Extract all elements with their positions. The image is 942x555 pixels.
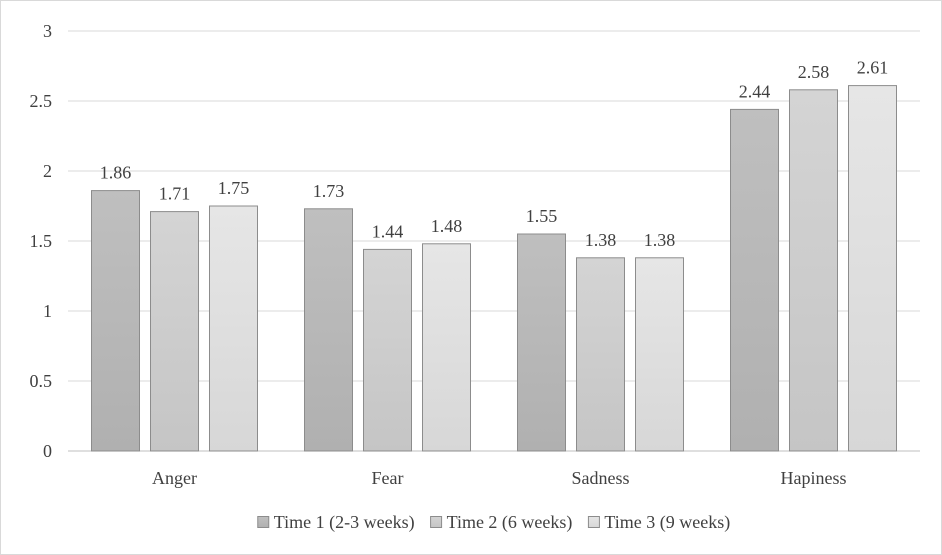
data-label: 1.55 xyxy=(526,206,558,226)
data-label: 2.44 xyxy=(739,81,771,101)
y-tick-label: 1 xyxy=(43,301,52,321)
y-tick-label: 2.5 xyxy=(30,91,53,111)
y-tick-label: 0 xyxy=(43,441,52,461)
x-tick-label: Fear xyxy=(372,468,404,488)
legend-swatch xyxy=(430,516,443,528)
bar-sadness-series-3 xyxy=(635,257,684,452)
y-tick-label: 2 xyxy=(43,161,52,181)
data-label: 1.86 xyxy=(100,163,132,183)
bar-anger-series-1 xyxy=(91,190,140,452)
bar-fear-series-2 xyxy=(363,248,412,452)
bar-anger-series-3 xyxy=(209,205,258,452)
bar-sadness-series-2 xyxy=(576,257,625,452)
legend-label: Time 2 (6 weeks) xyxy=(447,512,573,533)
bar-hapiness-series-3 xyxy=(848,85,897,452)
bar-fear-series-1 xyxy=(304,208,353,452)
bar-fear-series-3 xyxy=(422,243,471,452)
bar-anger-series-2 xyxy=(150,211,199,452)
data-label: 2.58 xyxy=(798,62,830,82)
data-label: 1.73 xyxy=(313,181,345,201)
bar-sadness-series-1 xyxy=(517,233,566,452)
data-label: 1.38 xyxy=(585,230,617,250)
data-label: 1.71 xyxy=(159,184,191,204)
legend-label: Time 3 (9 weeks) xyxy=(604,512,730,533)
data-label: 2.61 xyxy=(857,58,889,78)
data-labels: 1.86 1.71 1.75 1.73 1.44 1.48 1.55 1.38 1.38 2.44… xyxy=(100,58,889,250)
data-label: 1.38 xyxy=(644,230,676,250)
bar-hapiness-series-2 xyxy=(789,89,838,452)
legend: Time 1 (2-3 weeks) Time 2 (6 weeks) Time 3… xyxy=(257,512,730,533)
y-axis-ticks: 0 0.5 1 1.5 2 2.5 3 xyxy=(30,21,53,461)
x-tick-label: Anger xyxy=(152,468,197,488)
legend-swatch xyxy=(257,516,270,528)
x-tick-label: Hapiness xyxy=(781,468,847,488)
legend-label: Time 1 (2-3 weeks) xyxy=(274,512,415,533)
bar-hapiness-series-1 xyxy=(730,108,779,452)
x-axis: Anger Fear Sadness Hapiness xyxy=(152,468,846,488)
y-tick-label: 3 xyxy=(43,21,52,41)
data-label: 1.44 xyxy=(372,221,404,241)
x-tick-label: Sadness xyxy=(572,468,630,488)
y-tick-label: 0.5 xyxy=(30,371,53,391)
y-tick-label: 1.5 xyxy=(30,231,53,251)
legend-swatch xyxy=(587,516,600,528)
data-label: 1.48 xyxy=(431,216,463,236)
data-label: 1.75 xyxy=(218,178,250,198)
bars xyxy=(91,85,897,452)
